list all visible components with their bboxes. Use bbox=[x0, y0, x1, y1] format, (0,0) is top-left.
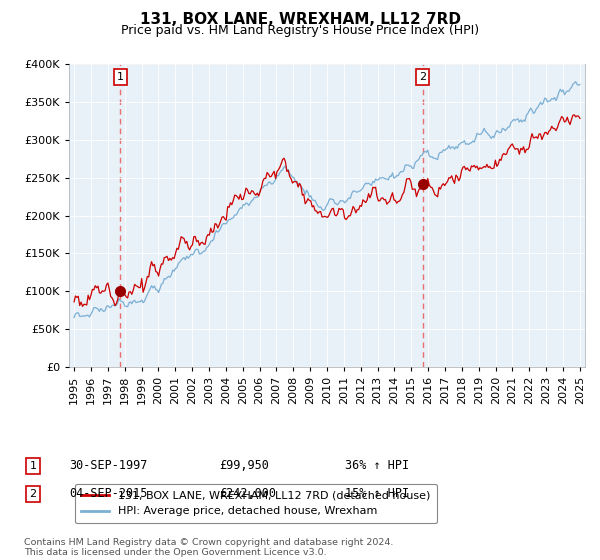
Text: £99,950: £99,950 bbox=[219, 459, 269, 473]
Text: 131, BOX LANE, WREXHAM, LL12 7RD: 131, BOX LANE, WREXHAM, LL12 7RD bbox=[139, 12, 461, 27]
Text: Price paid vs. HM Land Registry's House Price Index (HPI): Price paid vs. HM Land Registry's House … bbox=[121, 24, 479, 37]
Text: 1: 1 bbox=[117, 72, 124, 82]
Text: Contains HM Land Registry data © Crown copyright and database right 2024.
This d: Contains HM Land Registry data © Crown c… bbox=[24, 538, 394, 557]
Text: 2: 2 bbox=[29, 489, 37, 499]
Text: 1: 1 bbox=[29, 461, 37, 471]
Text: 2: 2 bbox=[419, 72, 426, 82]
Text: £242,000: £242,000 bbox=[219, 487, 276, 501]
Text: 04-SEP-2015: 04-SEP-2015 bbox=[69, 487, 148, 501]
Legend: 131, BOX LANE, WREXHAM, LL12 7RD (detached house), HPI: Average price, detached : 131, BOX LANE, WREXHAM, LL12 7RD (detach… bbox=[74, 484, 437, 523]
Text: 15% ↑ HPI: 15% ↑ HPI bbox=[345, 487, 409, 501]
Text: 36% ↑ HPI: 36% ↑ HPI bbox=[345, 459, 409, 473]
Text: 30-SEP-1997: 30-SEP-1997 bbox=[69, 459, 148, 473]
